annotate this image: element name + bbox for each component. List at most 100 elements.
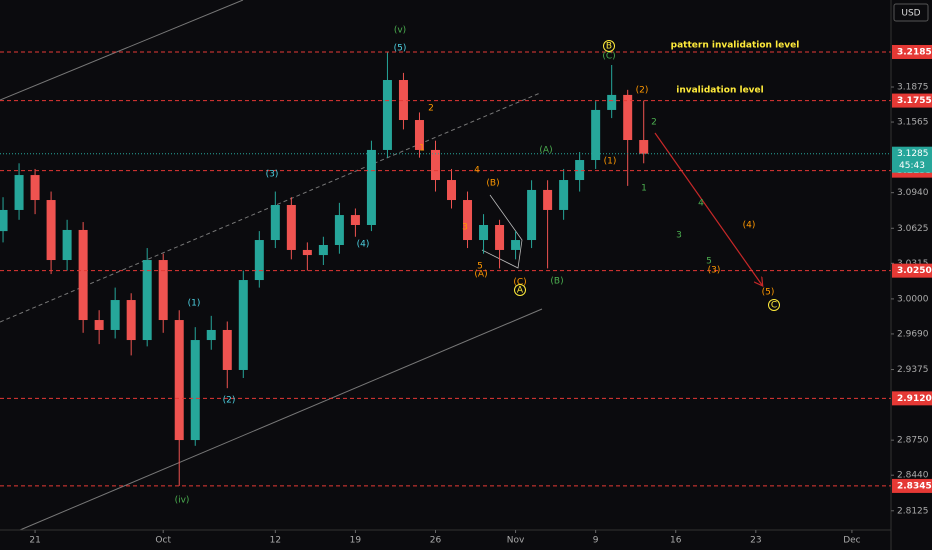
price-line-label: 3.2185: [897, 47, 932, 57]
wave-label: B: [606, 42, 612, 52]
last-price-label: 3.1285: [897, 149, 929, 159]
candle-body: [479, 224, 489, 241]
wave-label: 5: [477, 262, 483, 272]
candle-body: [591, 109, 601, 161]
candle-body: [110, 300, 120, 330]
x-tick-label: Dec: [843, 536, 860, 546]
candle-body: [639, 140, 649, 154]
wave-label: (A): [539, 146, 552, 156]
x-tick-label: 16: [670, 536, 682, 546]
price-line-label-box: [892, 44, 932, 59]
candle-body: [158, 260, 168, 321]
y-tick-label: 2.8440: [897, 471, 929, 481]
wave-label: 2: [428, 104, 434, 114]
y-tick-label: 3.1875: [897, 83, 929, 93]
wave-label: A: [517, 286, 524, 296]
currency-box: [893, 3, 929, 22]
wave-label: 3: [462, 223, 468, 233]
wave-circle: [514, 284, 526, 296]
candle-body: [222, 329, 232, 370]
wave-label: (4): [743, 221, 756, 231]
wave-circle: [603, 40, 615, 52]
y-tick-label: 2.8750: [897, 436, 929, 446]
y-tick-label: 2.9375: [897, 365, 929, 375]
candle-body: [543, 189, 553, 210]
candle-body: [495, 224, 505, 250]
channel-line: [19, 308, 543, 531]
wave-circle: [768, 299, 780, 311]
y-tick-label: 3.0940: [897, 188, 929, 198]
candle-body: [334, 215, 344, 245]
x-tick-label: Oct: [155, 536, 171, 546]
candle-body: [414, 120, 424, 150]
candle-body: [0, 209, 8, 232]
wave-label: (C): [513, 278, 526, 288]
candle-body: [254, 240, 264, 281]
wave-label: (B): [486, 179, 499, 189]
wave-label: (5): [394, 44, 407, 54]
wave-label: (5): [762, 288, 775, 298]
y-tick-label: 2.8125: [897, 506, 929, 516]
candle-body: [126, 300, 136, 341]
candle-body: [94, 320, 104, 330]
candle-body: [62, 229, 72, 261]
price-line-label-box: [892, 263, 932, 278]
annotation: invalidation level: [676, 86, 763, 96]
candle-body: [430, 149, 440, 181]
x-tick-label: 21: [29, 536, 40, 546]
wave-label: (1): [188, 299, 201, 309]
candle-body: [559, 180, 569, 210]
candle-body: [142, 260, 152, 341]
wave-label: (v): [394, 26, 406, 36]
wave-label: 4: [698, 199, 704, 209]
wave-label: (2): [636, 86, 649, 96]
x-tick-label: 23: [750, 536, 761, 546]
candle-body: [206, 329, 216, 341]
candle-body: [350, 215, 360, 225]
candle-body: [527, 189, 537, 241]
y-tick-label: 3.0000: [897, 294, 929, 304]
y-tick-label: 2.9690: [897, 329, 929, 339]
x-tick-label: Nov: [507, 536, 525, 546]
annotation: pattern invalidation level: [671, 41, 800, 51]
candle-body: [190, 340, 200, 441]
projection-arrow: [654, 132, 762, 285]
channel-line: [0, 0, 244, 101]
wave-label: 5: [706, 257, 712, 267]
wave-label: 1: [419, 144, 425, 154]
wave-label: (3): [266, 170, 279, 180]
x-tick-label: 12: [270, 536, 281, 546]
wave-label: 2: [651, 118, 657, 128]
wave-label: 4: [474, 166, 480, 176]
candle-body: [238, 280, 248, 370]
price-line-label: 3.0250: [897, 266, 932, 276]
candle-body: [575, 160, 585, 181]
candle-body: [302, 249, 312, 256]
x-tick-label: 9: [593, 536, 599, 546]
wave-label: (3): [708, 266, 721, 276]
price-line-label: 2.9120: [897, 394, 932, 404]
x-tick-label: 19: [350, 536, 362, 546]
candle-body: [78, 229, 88, 321]
wave-label: C: [771, 301, 777, 311]
currency: USD: [901, 9, 920, 19]
candle-body: [623, 94, 633, 141]
wave-label: (iv): [175, 496, 190, 506]
wave-label: (2): [223, 396, 236, 406]
candle-body: [463, 200, 473, 241]
candle-body: [46, 200, 56, 261]
candle-body: [270, 204, 280, 241]
y-tick-label: 3.0625: [897, 224, 929, 234]
candle-body: [382, 80, 392, 150]
last-price-box: [892, 146, 932, 173]
candle-body: [447, 180, 457, 201]
y-tick-label: 3.1565: [897, 118, 929, 128]
candle-body: [398, 80, 408, 121]
wave-label: 3: [676, 231, 682, 241]
candle-body: [14, 175, 24, 210]
candle-body: [366, 149, 376, 225]
price-line-label: 2.8345: [897, 481, 932, 491]
